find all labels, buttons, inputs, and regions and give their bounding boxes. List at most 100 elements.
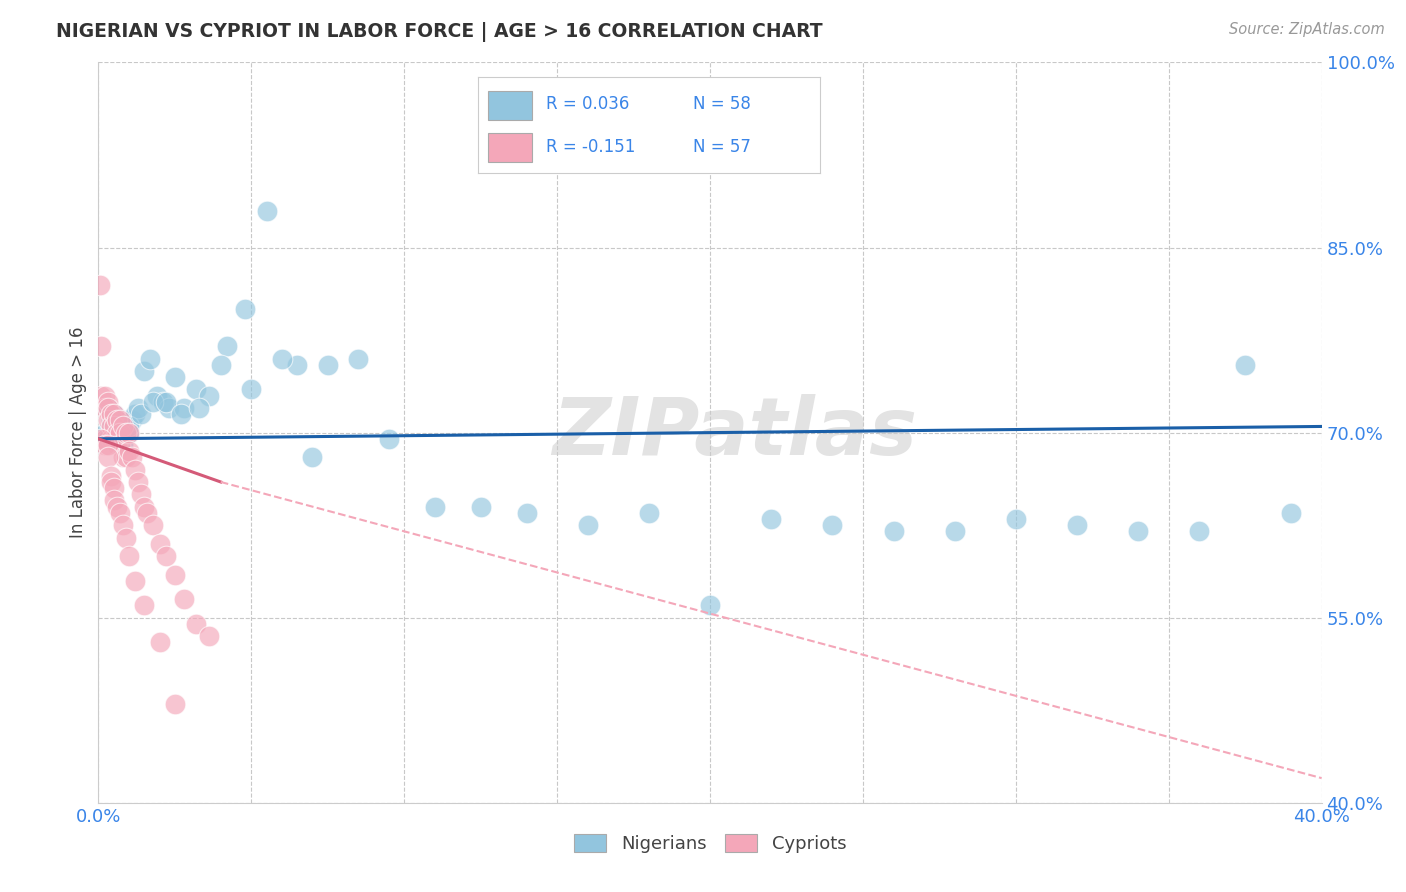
- Y-axis label: In Labor Force | Age > 16: In Labor Force | Age > 16: [69, 326, 87, 539]
- Point: [115, 450, 138, 465]
- Point: [108, 438, 131, 452]
- Point: [127, 401, 149, 415]
- Point: [124, 462, 146, 476]
- Point: [285, 358, 308, 372]
- Point: [134, 500, 156, 514]
- Point: [90, 389, 112, 403]
- Point: [699, 599, 721, 613]
- Point: [134, 364, 156, 378]
- Text: ZIPatlas: ZIPatlas: [553, 393, 917, 472]
- Point: [121, 450, 143, 465]
- Point: [124, 574, 146, 588]
- Point: [108, 506, 131, 520]
- Point: [173, 401, 195, 415]
- Point: [100, 419, 122, 434]
- Point: [129, 407, 152, 421]
- Point: [301, 450, 323, 465]
- Point: [93, 389, 115, 403]
- Point: [1128, 524, 1150, 539]
- Point: [233, 302, 256, 317]
- Point: [121, 413, 143, 427]
- Legend: Nigerians, Cypriots: Nigerians, Cypriots: [567, 827, 853, 861]
- Point: [111, 413, 134, 427]
- Point: [759, 512, 782, 526]
- Point: [103, 432, 125, 446]
- Point: [124, 407, 146, 421]
- Point: [100, 413, 122, 427]
- Point: [118, 419, 141, 434]
- Point: [100, 475, 122, 489]
- Point: [100, 407, 122, 421]
- Point: [127, 475, 149, 489]
- Point: [129, 487, 152, 501]
- Point: [197, 629, 219, 643]
- Point: [118, 425, 141, 440]
- Point: [155, 549, 177, 563]
- Point: [270, 351, 292, 366]
- Point: [240, 383, 263, 397]
- Point: [105, 419, 128, 434]
- Point: [1004, 512, 1026, 526]
- Point: [316, 358, 339, 372]
- Point: [423, 500, 446, 514]
- Point: [1188, 524, 1211, 539]
- Point: [1066, 518, 1088, 533]
- Point: [170, 407, 193, 421]
- Point: [347, 351, 370, 366]
- Point: [118, 444, 141, 458]
- Text: Source: ZipAtlas.com: Source: ZipAtlas.com: [1229, 22, 1385, 37]
- Text: NIGERIAN VS CYPRIOT IN LABOR FORCE | AGE > 16 CORRELATION CHART: NIGERIAN VS CYPRIOT IN LABOR FORCE | AGE…: [56, 22, 823, 42]
- Point: [111, 518, 134, 533]
- Point: [637, 506, 661, 520]
- Point: [470, 500, 492, 514]
- Point: [115, 425, 138, 440]
- Point: [108, 419, 131, 434]
- Point: [163, 567, 186, 582]
- Point: [1279, 506, 1302, 520]
- Point: [93, 438, 115, 452]
- Point: [100, 468, 122, 483]
- Point: [883, 524, 905, 539]
- Point: [134, 599, 156, 613]
- Point: [97, 413, 120, 427]
- Point: [197, 389, 219, 403]
- Point: [105, 500, 128, 514]
- Point: [149, 537, 172, 551]
- Point: [111, 438, 134, 452]
- Point: [108, 425, 131, 440]
- Point: [89, 277, 111, 292]
- Point: [576, 518, 599, 533]
- Point: [97, 450, 120, 465]
- Point: [90, 339, 112, 353]
- Point: [139, 351, 162, 366]
- Point: [105, 413, 128, 427]
- Point: [111, 450, 134, 465]
- Point: [173, 592, 195, 607]
- Point: [118, 425, 141, 440]
- Point: [215, 339, 238, 353]
- Point: [105, 425, 128, 440]
- Point: [108, 413, 131, 427]
- Point: [103, 419, 125, 434]
- Point: [516, 506, 538, 520]
- Point: [186, 383, 208, 397]
- Point: [90, 432, 112, 446]
- Point: [103, 425, 125, 440]
- Point: [256, 203, 278, 218]
- Point: [163, 370, 186, 384]
- Point: [943, 524, 966, 539]
- Point: [115, 425, 138, 440]
- Point: [93, 432, 115, 446]
- Point: [100, 432, 122, 446]
- Point: [115, 531, 138, 545]
- Point: [103, 407, 125, 421]
- Point: [103, 493, 125, 508]
- Point: [188, 401, 211, 415]
- Point: [111, 419, 134, 434]
- Point: [142, 518, 165, 533]
- Point: [103, 481, 125, 495]
- Point: [1234, 358, 1257, 372]
- Point: [90, 432, 112, 446]
- Point: [118, 549, 141, 563]
- Point: [103, 407, 125, 421]
